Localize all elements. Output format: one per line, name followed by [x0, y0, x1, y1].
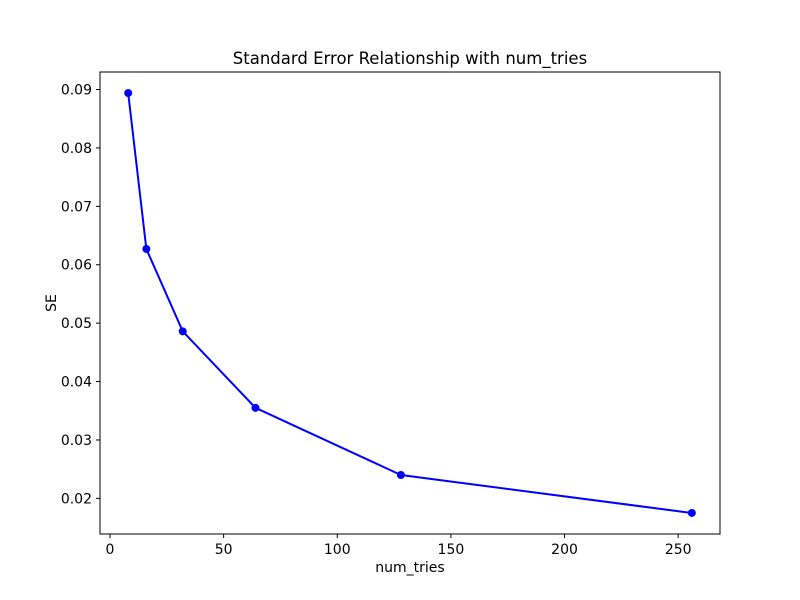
x-tick-label: 100	[324, 542, 351, 558]
x-axis-label: num_tries	[375, 560, 444, 576]
y-tick-label: 0.06	[61, 258, 92, 274]
y-tick-label: 0.02	[61, 491, 92, 507]
data-point-marker	[396, 471, 405, 480]
plot-area	[99, 71, 721, 535]
data-point-marker	[687, 508, 696, 517]
data-point-marker	[178, 327, 187, 336]
y-tick-label: 0.05	[61, 316, 92, 332]
y-tick-label: 0.08	[61, 141, 92, 157]
x-tick-label: 150	[438, 542, 465, 558]
data-point-marker	[251, 403, 260, 412]
chart-title: Standard Error Relationship with num_tri…	[233, 49, 587, 69]
x-tick-label: 50	[215, 542, 233, 558]
x-axis: 0 50 100 150 200 250	[106, 534, 692, 558]
y-tick-label: 0.03	[61, 433, 92, 449]
data-point-marker	[142, 244, 151, 253]
x-tick-label: 200	[551, 542, 578, 558]
data-point-marker	[124, 89, 133, 98]
y-tick-label: 0.04	[61, 375, 92, 391]
y-tick-label: 0.07	[61, 199, 92, 215]
line-series	[127, 92, 693, 514]
x-tick-label: 250	[665, 542, 692, 558]
y-axis-label: SE	[44, 294, 60, 312]
y-axis: 0.02 0.03 0.04 0.05 0.06 0.07 0.08 0.09	[61, 83, 100, 507]
data-point-markers	[124, 89, 696, 517]
y-tick-label: 0.09	[61, 83, 92, 99]
x-tick-label: 0	[106, 542, 115, 558]
